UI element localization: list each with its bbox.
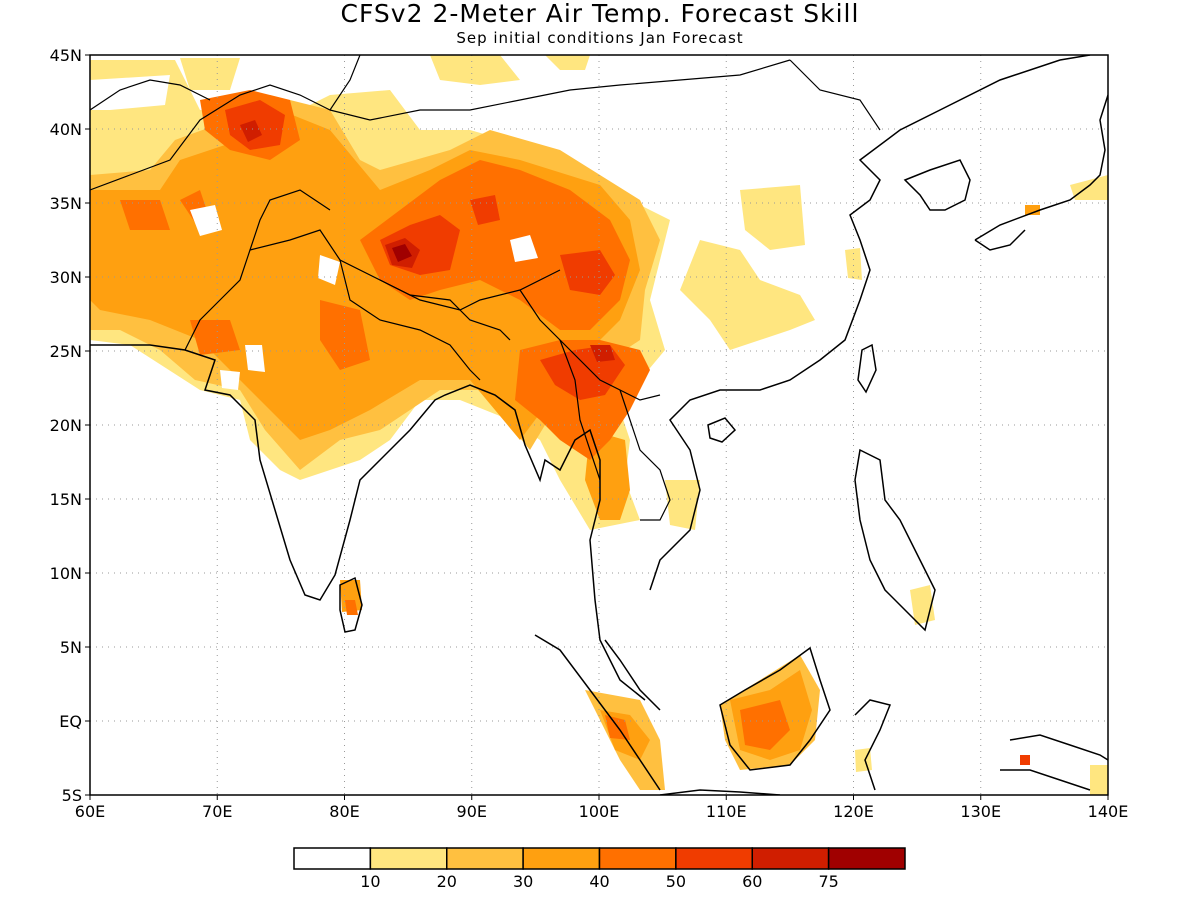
longitude-labels: 60E 70E 80E 90E 100E 110E 120E 130E 140E	[75, 802, 1129, 821]
colorbar-label: 60	[742, 872, 762, 891]
no-skill-holes	[90, 75, 538, 390]
colorbar-segment	[598, 847, 677, 870]
lon-tick-label: 100E	[579, 802, 620, 821]
lon-tick-label: 90E	[457, 802, 487, 821]
lat-tick-label: 20N	[50, 416, 82, 435]
colorbar-segment	[522, 847, 601, 870]
colorbar-label: 40	[589, 872, 609, 891]
lon-tick-label: 60E	[75, 802, 105, 821]
lon-tick-label: 140E	[1088, 802, 1129, 821]
country-borders	[90, 55, 881, 521]
lon-tick-label: 70E	[202, 802, 232, 821]
colorbar-segment	[675, 847, 753, 870]
colorbar-segment	[827, 847, 906, 870]
lon-tick-label: 80E	[329, 802, 359, 821]
lat-tick-label: 40N	[50, 120, 82, 139]
lat-tick-label: 5S	[62, 786, 82, 805]
latitude-labels: 45N 40N 35N 30N 25N 20N 15N 10N 5N EQ 5S	[50, 46, 82, 805]
lon-tick-label: 130E	[960, 802, 1001, 821]
colorbar-label: 75	[818, 872, 838, 891]
colorbar-segment	[293, 847, 372, 870]
axis-ticks	[85, 54, 1109, 800]
lon-tick-label: 110E	[706, 802, 747, 821]
map-subtitle: Sep initial conditions Jan Forecast	[456, 29, 744, 47]
lat-tick-label: 15N	[50, 490, 82, 509]
skill-level-5	[225, 100, 1030, 765]
colorbar	[293, 847, 906, 870]
lat-tick-label: 5N	[60, 638, 82, 657]
lon-tick-label: 120E	[833, 802, 874, 821]
colorbar-label: 30	[513, 872, 533, 891]
map-title: CFSv2 2-Meter Air Temp. Forecast Skill	[340, 0, 860, 28]
colorbar-segment	[446, 847, 524, 870]
colorbar-label: 20	[437, 872, 457, 891]
lat-tick-label: 30N	[50, 268, 82, 287]
colorbar-label: 50	[666, 872, 686, 891]
lat-tick-label: 35N	[50, 194, 82, 213]
lat-tick-label: EQ	[59, 712, 82, 731]
skill-level-7	[392, 244, 412, 262]
colorbar-segment	[751, 847, 830, 870]
lat-tick-label: 45N	[50, 46, 82, 65]
lat-tick-label: 25N	[50, 342, 82, 361]
colorbar-segment	[369, 847, 448, 870]
lat-tick-label: 10N	[50, 564, 82, 583]
coastlines	[90, 55, 1108, 795]
colorbar-labels: 10 20 30 40 50 60 75	[360, 872, 839, 891]
colorbar-label: 10	[360, 872, 380, 891]
skill-shading	[90, 55, 1108, 795]
